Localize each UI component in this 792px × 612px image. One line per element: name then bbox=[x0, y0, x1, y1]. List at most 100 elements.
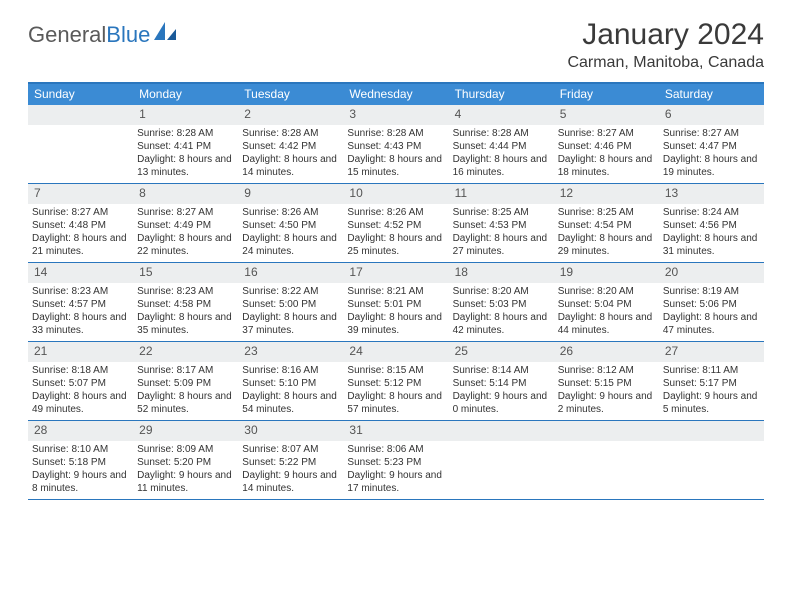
day-cell: 24Sunrise: 8:15 AMSunset: 5:12 PMDayligh… bbox=[343, 342, 448, 420]
day-cell bbox=[554, 421, 659, 499]
sunrise-text: Sunrise: 8:15 AM bbox=[347, 364, 444, 377]
day-cell: 5Sunrise: 8:27 AMSunset: 4:46 PMDaylight… bbox=[554, 105, 659, 183]
sunrise-text: Sunrise: 8:27 AM bbox=[32, 206, 129, 219]
sunset-text: Sunset: 4:42 PM bbox=[242, 140, 339, 153]
dow-row: Sunday Monday Tuesday Wednesday Thursday… bbox=[28, 84, 764, 105]
day-number: 8 bbox=[133, 184, 238, 204]
day-cell: 3Sunrise: 8:28 AMSunset: 4:43 PMDaylight… bbox=[343, 105, 448, 183]
day-number: 31 bbox=[343, 421, 448, 441]
daylight-text: Daylight: 8 hours and 44 minutes. bbox=[558, 311, 655, 337]
day-number: 12 bbox=[554, 184, 659, 204]
weeks-container: 1Sunrise: 8:28 AMSunset: 4:41 PMDaylight… bbox=[28, 105, 764, 500]
day-number: 9 bbox=[238, 184, 343, 204]
daylight-text: Daylight: 8 hours and 37 minutes. bbox=[242, 311, 339, 337]
day-number: 19 bbox=[554, 263, 659, 283]
daylight-text: Daylight: 8 hours and 27 minutes. bbox=[453, 232, 550, 258]
day-details: Sunrise: 8:27 AMSunset: 4:49 PMDaylight:… bbox=[137, 206, 234, 258]
sunset-text: Sunset: 5:06 PM bbox=[663, 298, 760, 311]
sunrise-text: Sunrise: 8:11 AM bbox=[663, 364, 760, 377]
daylight-text: Daylight: 8 hours and 31 minutes. bbox=[663, 232, 760, 258]
day-cell: 25Sunrise: 8:14 AMSunset: 5:14 PMDayligh… bbox=[449, 342, 554, 420]
day-cell: 9Sunrise: 8:26 AMSunset: 4:50 PMDaylight… bbox=[238, 184, 343, 262]
week-row: 14Sunrise: 8:23 AMSunset: 4:57 PMDayligh… bbox=[28, 263, 764, 342]
daylight-text: Daylight: 8 hours and 33 minutes. bbox=[32, 311, 129, 337]
day-details: Sunrise: 8:12 AMSunset: 5:15 PMDaylight:… bbox=[558, 364, 655, 416]
logo-part2: Blue bbox=[106, 22, 150, 47]
dow-cell: Wednesday bbox=[343, 84, 448, 105]
day-number: 18 bbox=[449, 263, 554, 283]
day-number: 1 bbox=[133, 105, 238, 125]
daylight-text: Daylight: 9 hours and 5 minutes. bbox=[663, 390, 760, 416]
day-number: 21 bbox=[28, 342, 133, 362]
day-number: 11 bbox=[449, 184, 554, 204]
day-number: 7 bbox=[28, 184, 133, 204]
page: GeneralBlue January 2024 Carman, Manitob… bbox=[0, 0, 792, 518]
month-title: January 2024 bbox=[567, 18, 764, 52]
day-cell: 18Sunrise: 8:20 AMSunset: 5:03 PMDayligh… bbox=[449, 263, 554, 341]
day-details: Sunrise: 8:11 AMSunset: 5:17 PMDaylight:… bbox=[663, 364, 760, 416]
day-cell: 16Sunrise: 8:22 AMSunset: 5:00 PMDayligh… bbox=[238, 263, 343, 341]
day-details: Sunrise: 8:06 AMSunset: 5:23 PMDaylight:… bbox=[347, 443, 444, 495]
day-number: 16 bbox=[238, 263, 343, 283]
daylight-text: Daylight: 8 hours and 18 minutes. bbox=[558, 153, 655, 179]
day-number: 17 bbox=[343, 263, 448, 283]
sunrise-text: Sunrise: 8:20 AM bbox=[453, 285, 550, 298]
sunrise-text: Sunrise: 8:23 AM bbox=[137, 285, 234, 298]
day-number: 2 bbox=[238, 105, 343, 125]
sunrise-text: Sunrise: 8:28 AM bbox=[453, 127, 550, 140]
sunset-text: Sunset: 4:46 PM bbox=[558, 140, 655, 153]
day-number: 24 bbox=[343, 342, 448, 362]
sunrise-text: Sunrise: 8:25 AM bbox=[558, 206, 655, 219]
sunset-text: Sunset: 5:17 PM bbox=[663, 377, 760, 390]
sunrise-text: Sunrise: 8:28 AM bbox=[347, 127, 444, 140]
sunrise-text: Sunrise: 8:19 AM bbox=[663, 285, 760, 298]
daylight-text: Daylight: 9 hours and 17 minutes. bbox=[347, 469, 444, 495]
sunset-text: Sunset: 5:00 PM bbox=[242, 298, 339, 311]
sunrise-text: Sunrise: 8:28 AM bbox=[242, 127, 339, 140]
day-cell: 6Sunrise: 8:27 AMSunset: 4:47 PMDaylight… bbox=[659, 105, 764, 183]
daylight-text: Daylight: 8 hours and 21 minutes. bbox=[32, 232, 129, 258]
sunset-text: Sunset: 5:20 PM bbox=[137, 456, 234, 469]
day-cell: 17Sunrise: 8:21 AMSunset: 5:01 PMDayligh… bbox=[343, 263, 448, 341]
daylight-text: Daylight: 8 hours and 14 minutes. bbox=[242, 153, 339, 179]
sunrise-text: Sunrise: 8:24 AM bbox=[663, 206, 760, 219]
day-details: Sunrise: 8:18 AMSunset: 5:07 PMDaylight:… bbox=[32, 364, 129, 416]
location: Carman, Manitoba, Canada bbox=[567, 54, 764, 72]
day-details: Sunrise: 8:25 AMSunset: 4:53 PMDaylight:… bbox=[453, 206, 550, 258]
daylight-text: Daylight: 8 hours and 29 minutes. bbox=[558, 232, 655, 258]
day-details: Sunrise: 8:07 AMSunset: 5:22 PMDaylight:… bbox=[242, 443, 339, 495]
day-details: Sunrise: 8:28 AMSunset: 4:44 PMDaylight:… bbox=[453, 127, 550, 179]
day-cell: 8Sunrise: 8:27 AMSunset: 4:49 PMDaylight… bbox=[133, 184, 238, 262]
logo-text: GeneralBlue bbox=[28, 22, 150, 48]
sunset-text: Sunset: 4:48 PM bbox=[32, 219, 129, 232]
logo-sail-icon bbox=[154, 22, 176, 45]
day-cell: 19Sunrise: 8:20 AMSunset: 5:04 PMDayligh… bbox=[554, 263, 659, 341]
sunrise-text: Sunrise: 8:07 AM bbox=[242, 443, 339, 456]
day-details: Sunrise: 8:16 AMSunset: 5:10 PMDaylight:… bbox=[242, 364, 339, 416]
sunset-text: Sunset: 5:14 PM bbox=[453, 377, 550, 390]
day-number: 5 bbox=[554, 105, 659, 125]
dow-cell: Saturday bbox=[659, 84, 764, 105]
header: GeneralBlue January 2024 Carman, Manitob… bbox=[28, 18, 764, 72]
sunrise-text: Sunrise: 8:20 AM bbox=[558, 285, 655, 298]
sunset-text: Sunset: 4:49 PM bbox=[137, 219, 234, 232]
day-cell: 12Sunrise: 8:25 AMSunset: 4:54 PMDayligh… bbox=[554, 184, 659, 262]
daylight-text: Daylight: 8 hours and 22 minutes. bbox=[137, 232, 234, 258]
title-block: January 2024 Carman, Manitoba, Canada bbox=[567, 18, 764, 72]
sunrise-text: Sunrise: 8:12 AM bbox=[558, 364, 655, 377]
sunrise-text: Sunrise: 8:14 AM bbox=[453, 364, 550, 377]
sunset-text: Sunset: 5:01 PM bbox=[347, 298, 444, 311]
logo-part1: General bbox=[28, 22, 106, 47]
sunset-text: Sunset: 5:22 PM bbox=[242, 456, 339, 469]
day-details: Sunrise: 8:28 AMSunset: 4:43 PMDaylight:… bbox=[347, 127, 444, 179]
sunrise-text: Sunrise: 8:23 AM bbox=[32, 285, 129, 298]
daylight-text: Daylight: 8 hours and 39 minutes. bbox=[347, 311, 444, 337]
week-row: 21Sunrise: 8:18 AMSunset: 5:07 PMDayligh… bbox=[28, 342, 764, 421]
day-details: Sunrise: 8:19 AMSunset: 5:06 PMDaylight:… bbox=[663, 285, 760, 337]
sunrise-text: Sunrise: 8:25 AM bbox=[453, 206, 550, 219]
sunset-text: Sunset: 5:03 PM bbox=[453, 298, 550, 311]
calendar: Sunday Monday Tuesday Wednesday Thursday… bbox=[28, 82, 764, 500]
day-number bbox=[449, 421, 554, 441]
sunrise-text: Sunrise: 8:18 AM bbox=[32, 364, 129, 377]
day-number: 23 bbox=[238, 342, 343, 362]
